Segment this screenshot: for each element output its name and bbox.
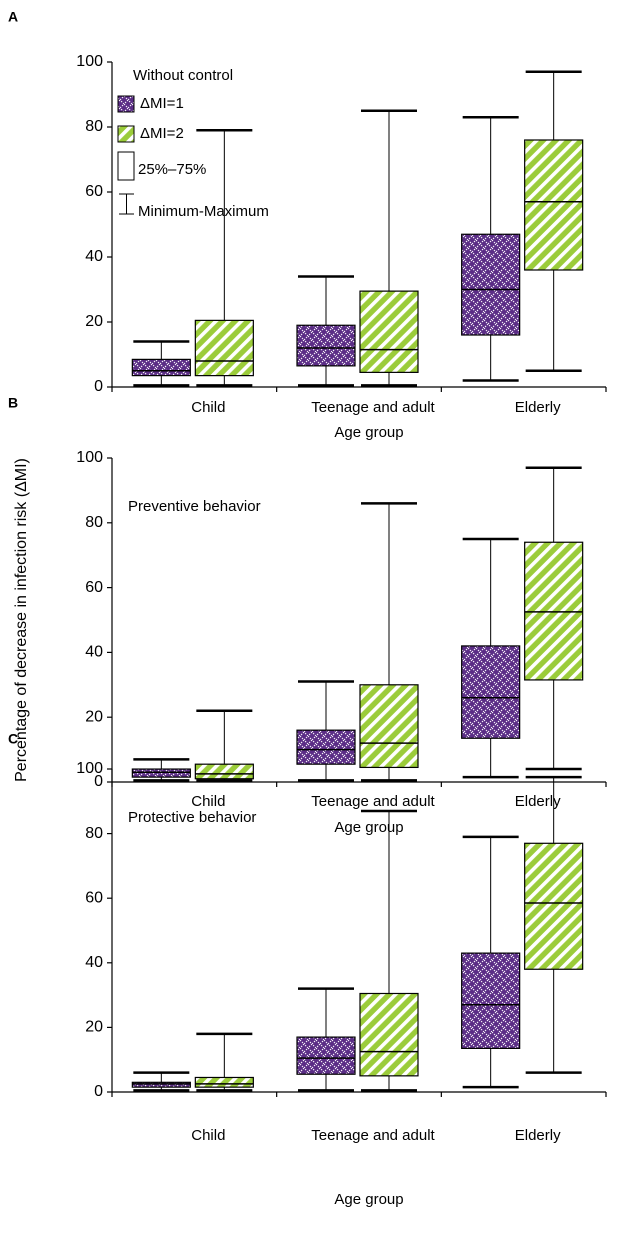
box (296, 729, 356, 765)
x-axis-label: Age group (334, 1191, 403, 1208)
y-tick-label: 100 (76, 449, 103, 466)
x-axis-label: Age group (334, 819, 403, 836)
annotation: Preventive behavior (128, 498, 261, 515)
legend-swatch (117, 125, 135, 143)
y-tick-label: 40 (85, 248, 103, 265)
box (131, 768, 191, 778)
box (359, 290, 419, 373)
y-tick-label: 0 (94, 773, 103, 790)
box (461, 645, 521, 739)
box (131, 1081, 191, 1088)
x-tick-label: Child (191, 399, 225, 416)
y-tick-label: 100 (76, 760, 103, 777)
x-tick-label: Elderly (515, 1127, 561, 1144)
x-tick-label: Child (191, 793, 225, 810)
annotation: Protective behavior (128, 809, 256, 826)
x-axis-label: Age group (334, 424, 403, 441)
y-tick-label: 20 (85, 313, 103, 330)
panel-label: B (8, 395, 18, 411)
x-tick-label: Elderly (515, 793, 561, 810)
y-tick-label: 0 (94, 1083, 103, 1100)
box (194, 763, 254, 780)
panel-label: A (8, 9, 18, 25)
box (524, 139, 584, 271)
legend-whisker-icon (119, 193, 134, 215)
y-axis-label: Percentage of decrease in infection risk… (13, 458, 30, 782)
x-tick-label: Elderly (515, 399, 561, 416)
x-tick-label: Child (191, 1127, 225, 1144)
y-tick-label: 40 (85, 644, 103, 661)
legend-title: Without control (133, 67, 233, 84)
legend-note: Minimum-Maximum (138, 203, 269, 220)
box (296, 324, 356, 367)
legend-note: 25%–75% (138, 161, 206, 178)
y-tick-label: 100 (76, 53, 103, 70)
box (296, 1036, 356, 1075)
box (524, 541, 584, 681)
y-tick-label: 60 (85, 889, 103, 906)
y-tick-label: 20 (85, 1019, 103, 1036)
legend-swatch (117, 95, 135, 113)
y-tick-label: 60 (85, 579, 103, 596)
box (194, 319, 254, 377)
y-tick-label: 0 (94, 378, 103, 395)
y-tick-label: 20 (85, 708, 103, 725)
y-tick-label: 80 (85, 118, 103, 135)
box (359, 684, 419, 769)
box (461, 233, 521, 336)
box (524, 842, 584, 970)
y-tick-label: 40 (85, 954, 103, 971)
legend-label: ΔMI=1 (140, 95, 184, 112)
box (461, 952, 521, 1049)
x-tick-label: Teenage and adult (311, 1127, 435, 1144)
y-tick-label: 60 (85, 183, 103, 200)
box (131, 358, 191, 377)
box (359, 992, 419, 1077)
box (194, 1076, 254, 1088)
legend-box-icon (117, 151, 135, 181)
legend-label: ΔMI=2 (140, 125, 184, 142)
x-tick-label: Teenage and adult (311, 399, 435, 416)
x-tick-label: Teenage and adult (311, 793, 435, 810)
y-tick-label: 80 (85, 825, 103, 842)
panel-label: C (8, 731, 18, 747)
y-tick-label: 80 (85, 514, 103, 531)
